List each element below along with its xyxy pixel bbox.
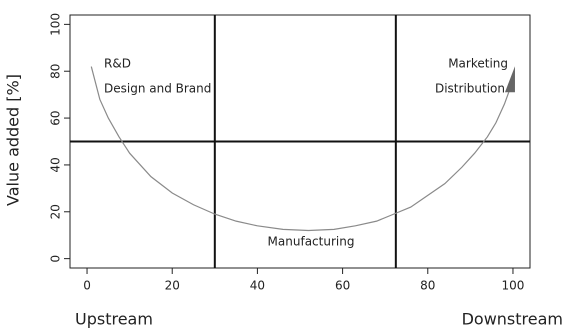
x-tick-label: 20	[165, 279, 180, 293]
y-tick-label: 20	[49, 204, 63, 219]
annotation: Distribution	[435, 82, 505, 96]
y-tick-label: 60	[49, 110, 63, 125]
arrow-head	[504, 66, 515, 93]
x-end-label: Upstream	[75, 310, 153, 329]
x-tick-label: 60	[335, 279, 350, 293]
y-tick-label: 80	[49, 64, 63, 79]
curve	[90, 66, 514, 232]
y-axis-label: Value added [%]	[4, 74, 23, 206]
x-tick-label: 100	[502, 279, 525, 293]
annotation: Design and Brand	[104, 82, 211, 96]
annotation: R&D	[104, 57, 131, 71]
annotation: Marketing	[448, 57, 508, 71]
y-tick-label: 100	[49, 13, 63, 36]
x-tick-label: 40	[250, 279, 265, 293]
y-tick-label: 0	[49, 255, 63, 263]
x-end-label: Downstream	[462, 310, 563, 329]
x-tick-label: 0	[83, 279, 91, 293]
annotation: Manufacturing	[268, 235, 355, 249]
x-tick-label: 80	[420, 279, 435, 293]
y-tick-label: 40	[49, 157, 63, 172]
